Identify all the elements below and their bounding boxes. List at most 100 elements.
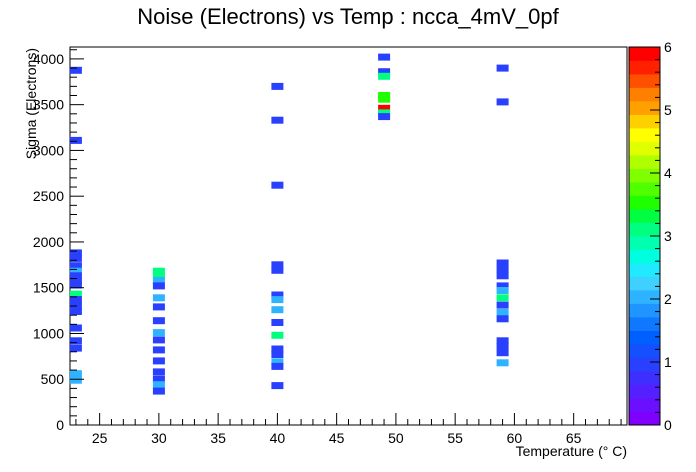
colorbar-segment — [629, 74, 660, 88]
heatmap-bin — [69, 290, 82, 298]
colorbar-segment — [629, 155, 660, 169]
heatmap-bins — [69, 53, 509, 395]
y-tick-label: 3000 — [33, 142, 64, 158]
x-tick-label: 45 — [329, 430, 345, 446]
y-tick-label: 4000 — [33, 51, 64, 67]
colorbar-segment — [629, 236, 660, 250]
colorbar-tick-label: 5 — [664, 102, 672, 118]
colorbar-segment — [629, 87, 660, 102]
heatmap-bin — [69, 262, 82, 270]
heatmap-bin — [496, 265, 509, 273]
heatmap-bin — [69, 337, 82, 345]
heatmap-bin — [69, 66, 82, 74]
colorbar-segment — [629, 128, 660, 142]
heatmap-bin — [271, 306, 284, 314]
heatmap-bin — [496, 259, 509, 267]
heatmap-bin — [271, 291, 284, 299]
heatmap-bin — [69, 370, 82, 378]
heatmap-bin — [69, 344, 82, 352]
heatmap-bin — [152, 267, 165, 275]
x-axis-label: Temperature (° C) — [516, 443, 627, 459]
heatmap-bin — [152, 368, 165, 376]
heatmap-bin — [152, 387, 165, 395]
heatmap-bin — [496, 315, 509, 323]
heatmap-bin — [271, 266, 284, 274]
heatmap-bin — [69, 277, 82, 285]
heatmap-bin — [152, 329, 165, 337]
x-tick-label: 40 — [270, 430, 286, 446]
chart-title: Noise (Electrons) vs Temp : ncca_4mV_0pf — [137, 4, 559, 29]
colorbar-segment — [629, 141, 660, 156]
heatmap-bin — [152, 276, 165, 284]
heatmap-bin — [378, 72, 391, 80]
y-tick-label: 3500 — [33, 97, 64, 113]
heatmap-bin — [496, 287, 509, 294]
y-tick-label: 2000 — [33, 234, 64, 250]
heatmap-bin — [152, 272, 165, 280]
heatmap-bin — [271, 116, 284, 124]
heatmap-bin — [271, 261, 284, 269]
heatmap-bin — [378, 104, 391, 112]
heatmap-bin — [496, 64, 509, 72]
colorbar-segment — [629, 263, 660, 277]
heatmap-bin — [152, 303, 165, 311]
heatmap-bin — [152, 336, 165, 344]
color-scale-bar: 0 1 2 3 4 5 6 — [628, 39, 672, 433]
colorbar-segment — [629, 371, 660, 385]
colorbar-segment — [629, 398, 660, 412]
colorbar-segment — [629, 249, 660, 264]
colorbar-segment — [629, 384, 660, 399]
heatmap-bin — [496, 301, 509, 309]
colorbar-segment — [629, 290, 660, 304]
heatmap-bin — [69, 376, 82, 384]
heatmap-bin — [271, 351, 284, 358]
heatmap-bin — [496, 342, 509, 350]
heatmap-bin — [69, 308, 82, 315]
heatmap-bin — [69, 267, 82, 275]
heatmap-bin — [271, 296, 284, 304]
x-tick-label: 30 — [151, 430, 167, 446]
heatmap-bin — [69, 296, 82, 304]
colorbar-segment — [629, 303, 660, 318]
colorbar-segment — [629, 182, 660, 196]
colorbar-segment — [629, 168, 660, 183]
y-tick-label: 1000 — [33, 325, 64, 341]
heatmap-bin — [378, 95, 391, 103]
heatmap-bin — [271, 319, 284, 326]
heatmap-bin — [271, 181, 284, 189]
heatmap-bin — [496, 294, 509, 302]
colorbar-segment — [629, 317, 660, 331]
x-tick-label: 55 — [447, 430, 463, 446]
x-tick-label: 50 — [388, 430, 404, 446]
colorbar-segment — [629, 276, 660, 291]
heatmap-bin — [271, 82, 284, 90]
colorbar-tick-label: 6 — [664, 39, 672, 55]
colorbar-segment — [629, 101, 660, 115]
colorbar-segment — [629, 114, 660, 129]
colorbar-segment — [629, 195, 660, 210]
colorbar-tick-label: 3 — [664, 228, 672, 244]
x-tick-label: 65 — [566, 430, 582, 446]
colorbar-segment — [629, 60, 660, 75]
heatmap-bin — [271, 345, 284, 353]
heatmap-bin — [378, 109, 391, 117]
y-axis-label: Sigma (Electrons) — [23, 48, 39, 159]
heatmap-bin — [496, 359, 509, 367]
colorbar-segment — [629, 222, 660, 237]
colorbar-tick-label: 1 — [664, 354, 672, 370]
heatmap-bin — [271, 362, 284, 370]
heatmap-bin — [152, 317, 165, 325]
heatmap-bin — [152, 294, 165, 302]
colorbar-tick-label: 2 — [664, 291, 672, 307]
colorbar-segment — [629, 357, 660, 372]
heatmap-bin — [152, 282, 165, 290]
heatmap-bin — [69, 272, 82, 280]
heatmap-bin — [496, 308, 509, 316]
heatmap-bin — [152, 346, 165, 354]
heatmap-bin — [496, 349, 509, 357]
heatmap-bin — [69, 249, 82, 257]
heatmap-bin — [378, 68, 391, 76]
heatmap-bin — [271, 358, 284, 366]
colorbar-segment — [629, 330, 660, 345]
